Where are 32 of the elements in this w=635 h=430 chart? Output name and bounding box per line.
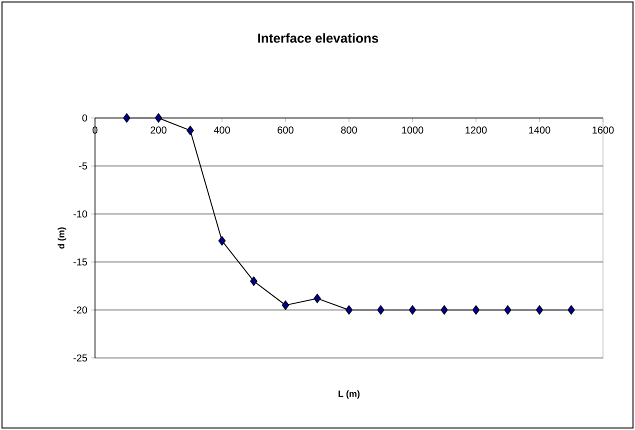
y-tick-label: -25: [73, 354, 88, 362]
point: [314, 294, 321, 304]
y-tick-label: -5: [79, 162, 88, 170]
x-tick-label: 1000: [402, 126, 424, 134]
point: [218, 236, 226, 246]
point: [408, 305, 416, 315]
point: [568, 305, 575, 315]
x-axis-title: L (m): [338, 390, 360, 399]
point: [186, 126, 194, 136]
y-tick-label: -10: [73, 210, 88, 218]
y-tick-label: -15: [73, 258, 88, 266]
y-tick-label: 0: [82, 114, 88, 122]
x-tick-label: 1200: [466, 126, 487, 134]
x-tick-label: 1600: [592, 126, 614, 134]
point: [377, 305, 384, 315]
point: [440, 305, 448, 315]
point: [250, 276, 258, 286]
y-axis-title: d (m): [58, 227, 66, 249]
point: [282, 300, 290, 310]
x-tick-label: 800: [341, 126, 357, 134]
x-tick-label: 1400: [529, 126, 550, 134]
point: [536, 305, 544, 315]
x-tick-label: 400: [214, 126, 230, 134]
chart-title: Interface elevations: [258, 33, 378, 43]
point: [154, 113, 162, 123]
point: [472, 305, 480, 315]
point: [504, 305, 512, 315]
x-tick-label: 600: [278, 126, 294, 134]
point: [345, 305, 353, 315]
point: [123, 113, 130, 123]
x-tick-label: 200: [150, 126, 166, 134]
y-tick-label: -20: [73, 306, 88, 314]
